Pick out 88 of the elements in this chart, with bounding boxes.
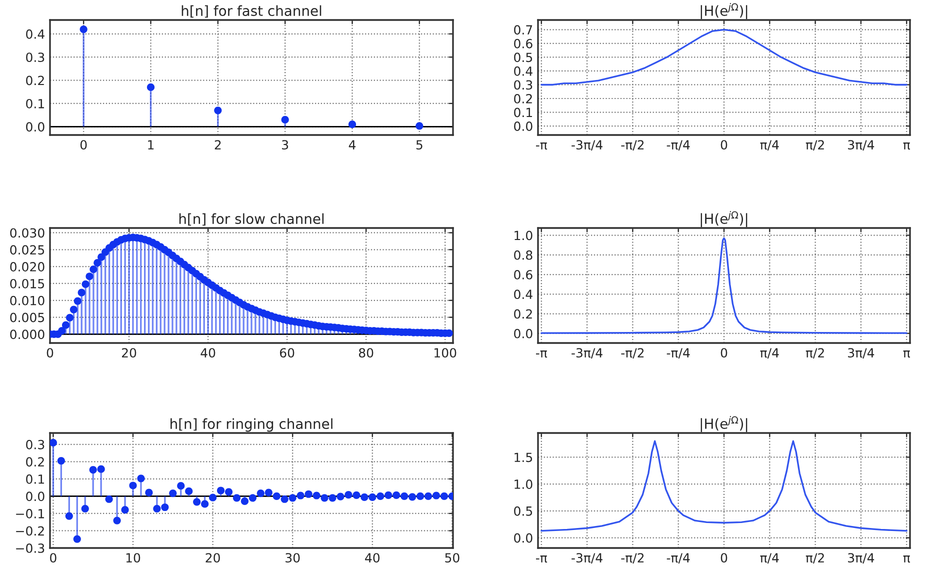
y-tick-label: 0.6 [514,270,532,280]
y-tick-label: 0.4 [26,29,44,39]
x-tick-label: 40 [200,348,216,358]
y-tick-label: −0.3 [16,543,44,553]
x-tick-label: -π [536,350,548,358]
x-tick-label: 0 [720,553,728,563]
x-tick-label: 3 [282,140,288,150]
x-tick-label: π [903,556,910,563]
y-tick-label: 0.010 [10,296,44,306]
x-tick-label: 5 [416,140,422,150]
y-tick-label: 0.8 [514,250,532,260]
x-tick-label: 3π/4 [848,140,874,151]
y-tick-label: 0.2 [514,94,532,104]
chart-title: h[n] for fast channel [182,5,322,18]
y-tick-label: 0.2 [26,76,44,86]
y-tick-label: 1.5 [514,452,532,462]
chart-title: |H(e$^{jΩ}$)| [700,211,748,228]
y-tick-label: 0.0 [26,122,44,132]
x-tick-label: 0 [50,553,56,563]
x-tick-label: -π/2 [621,553,644,564]
y-tick-label: 0.005 [10,312,44,322]
y-tick-label: 0.6 [514,38,532,48]
x-tick-label: 20 [122,348,136,358]
chart-title: |H(e$^{jΩ}$)| [700,3,748,20]
x-tick-label: 0 [46,348,54,358]
x-tick-label: 30 [286,553,300,563]
y-tick-label: 0.3 [26,52,44,62]
x-tick-label: π/4 [760,348,779,359]
x-tick-label: π [903,142,910,150]
y-tick-label: 0.5 [514,52,532,62]
y-tick-label: 0.7 [514,25,532,35]
y-tick-label: 0.2 [26,457,44,467]
x-tick-label: 0 [80,140,87,150]
y-tick-label: 0.3 [514,80,532,90]
y-tick-label: 0.0 [514,328,532,338]
y-tick-label: 0.3 [26,440,44,450]
x-tick-label: -π [536,142,548,150]
y-tick-label: 1.0 [514,480,532,489]
y-tick-label: 0.000 [10,330,44,340]
y-tick-label: 0.0 [514,122,532,131]
y-tick-label: 0.2 [514,309,532,319]
chart-title: h[n] for ringing channel [170,418,332,432]
x-tick-label: 80 [358,348,374,358]
x-tick-label: -3π/4 [572,140,602,151]
y-tick-label: 0.015 [10,278,44,288]
y-tick-label: 0.5 [514,506,532,516]
x-tick-label: 2 [214,140,221,150]
y-tick-label: 0.0 [514,533,532,543]
y-tick-label: 0.030 [10,228,44,238]
x-tick-label: 3π/4 [848,553,874,564]
x-tick-label: -π [536,556,548,563]
y-tick-label: 0.025 [10,245,44,255]
y-tick-label: 0.020 [10,262,44,272]
chart-title: h[n] for slow channel [179,213,324,226]
y-tick-label: 0.4 [514,290,532,300]
x-tick-label: -π/4 [666,140,690,151]
x-tick-label: 100 [434,348,456,358]
chart-title: |H(e$^{jΩ}$)| [700,416,748,432]
x-tick-label: 40 [365,553,380,563]
x-tick-label: π/2 [806,140,824,151]
y-tick-label: 0.1 [26,98,44,108]
x-tick-label: π/4 [760,140,779,151]
x-tick-label: 60 [280,348,294,358]
x-tick-label: -π/2 [621,140,644,151]
x-tick-label: 0 [720,140,728,150]
x-tick-label: 1 [148,140,154,150]
y-tick-label: 0.1 [514,108,532,118]
x-tick-label: -3π/4 [572,553,602,564]
x-tick-label: π/2 [806,348,824,359]
x-tick-label: -π/2 [621,348,644,359]
y-tick-label: −0.1 [16,508,44,518]
x-tick-label: 50 [445,553,460,563]
x-tick-label: π/2 [806,553,824,564]
x-tick-label: -3π/4 [572,348,602,359]
y-tick-label: −0.2 [16,526,44,536]
x-tick-label: π [903,350,910,358]
y-tick-label: 0.1 [26,474,44,484]
x-tick-label: π/4 [760,553,779,564]
x-tick-label: 3π/4 [848,348,874,359]
x-tick-label: 4 [348,140,356,150]
x-tick-label: -π/4 [666,348,690,359]
x-tick-label: 20 [206,553,220,563]
x-tick-label: 10 [126,553,140,563]
y-tick-label: 1.0 [514,230,532,240]
y-tick-label: 0.4 [514,66,532,76]
y-tick-label: 0.0 [26,492,44,502]
x-tick-label: 0 [720,348,728,358]
x-tick-label: -π/4 [666,553,690,564]
